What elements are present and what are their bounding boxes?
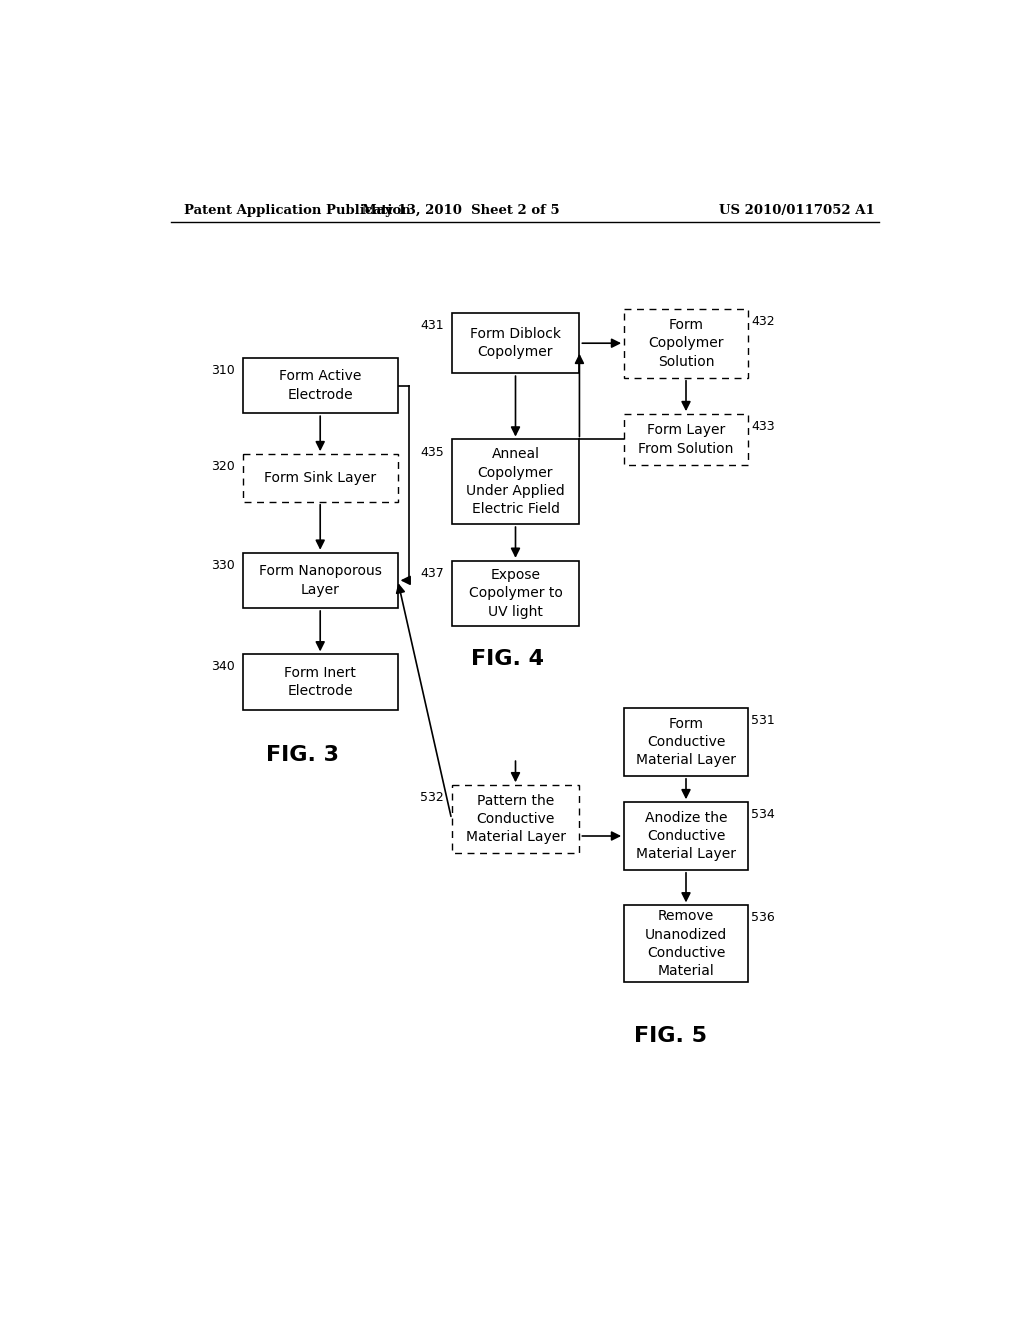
Text: Expose
Copolymer to
UV light: Expose Copolymer to UV light bbox=[469, 568, 562, 619]
Bar bbox=[243, 553, 397, 609]
Bar bbox=[452, 785, 580, 853]
Text: 435: 435 bbox=[420, 446, 443, 458]
Text: FIG. 3: FIG. 3 bbox=[266, 746, 339, 766]
Text: May 13, 2010  Sheet 2 of 5: May 13, 2010 Sheet 2 of 5 bbox=[362, 205, 560, 218]
Text: 330: 330 bbox=[211, 558, 234, 572]
Bar bbox=[452, 440, 580, 524]
Text: 340: 340 bbox=[211, 660, 234, 673]
Bar bbox=[243, 358, 397, 413]
Text: 534: 534 bbox=[751, 808, 775, 821]
Text: Anneal
Copolymer
Under Applied
Electric Field: Anneal Copolymer Under Applied Electric … bbox=[466, 447, 565, 516]
Bar bbox=[243, 655, 397, 710]
Text: Form Inert
Electrode: Form Inert Electrode bbox=[285, 665, 356, 698]
Text: 531: 531 bbox=[751, 714, 775, 727]
Text: Form Layer
From Solution: Form Layer From Solution bbox=[638, 424, 733, 455]
Text: Remove
Unanodized
Conductive
Material: Remove Unanodized Conductive Material bbox=[645, 909, 727, 978]
Bar bbox=[243, 454, 397, 502]
Text: 433: 433 bbox=[751, 420, 775, 433]
Text: Form
Conductive
Material Layer: Form Conductive Material Layer bbox=[636, 717, 736, 767]
Text: Anodize the
Conductive
Material Layer: Anodize the Conductive Material Layer bbox=[636, 810, 736, 862]
Bar bbox=[452, 561, 580, 626]
Text: 432: 432 bbox=[751, 314, 775, 327]
Text: Form Sink Layer: Form Sink Layer bbox=[264, 471, 376, 484]
Text: 320: 320 bbox=[211, 461, 234, 474]
Text: 536: 536 bbox=[751, 911, 775, 924]
Bar bbox=[452, 313, 580, 374]
Text: FIG. 5: FIG. 5 bbox=[634, 1026, 707, 1047]
Bar bbox=[624, 708, 748, 776]
Text: Patent Application Publication: Patent Application Publication bbox=[183, 205, 411, 218]
Text: 437: 437 bbox=[420, 566, 443, 579]
Text: US 2010/0117052 A1: US 2010/0117052 A1 bbox=[719, 205, 874, 218]
Text: 431: 431 bbox=[420, 319, 443, 333]
Bar bbox=[624, 414, 748, 465]
Text: 310: 310 bbox=[211, 364, 234, 378]
Text: Form Diblock
Copolymer: Form Diblock Copolymer bbox=[470, 327, 561, 359]
Text: FIG. 4: FIG. 4 bbox=[471, 649, 544, 669]
Text: 532: 532 bbox=[420, 792, 443, 804]
Bar bbox=[624, 309, 748, 378]
Bar bbox=[624, 803, 748, 870]
Text: Pattern the
Conductive
Material Layer: Pattern the Conductive Material Layer bbox=[466, 793, 565, 845]
Text: Form
Copolymer
Solution: Form Copolymer Solution bbox=[648, 318, 724, 368]
Bar bbox=[624, 906, 748, 982]
Text: Form Nanoporous
Layer: Form Nanoporous Layer bbox=[259, 564, 382, 597]
Text: Form Active
Electrode: Form Active Electrode bbox=[279, 370, 361, 401]
